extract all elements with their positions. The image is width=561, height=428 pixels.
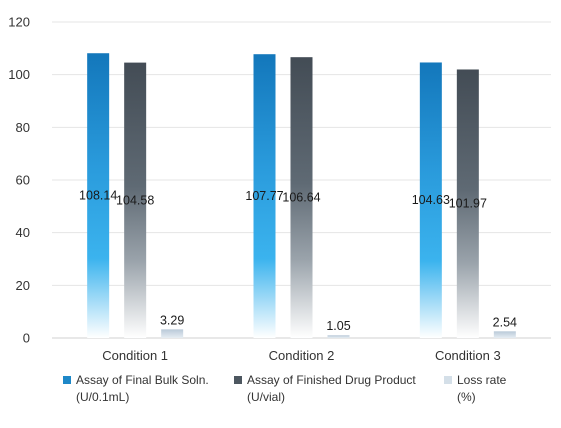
legend-swatch-series-1 (63, 376, 71, 384)
y-tick-label-20: 20 (16, 278, 30, 293)
data-label-condition-3-series-2: 101.97 (449, 197, 487, 211)
bars (87, 53, 516, 339)
bar-condition-1-series-3 (161, 329, 184, 338)
data-label-condition-3-series-1: 104.63 (412, 193, 450, 207)
data-label-condition-1-series-2: 104.58 (116, 193, 154, 207)
data-label-condition-1-series-3: 3.29 (160, 313, 184, 327)
legend-item-series-3: Loss rate (%) (444, 373, 507, 404)
legend-label-series-3-line-1: Loss rate (457, 373, 507, 387)
legend-swatch-series-2 (234, 376, 242, 384)
bar-condition-3-series-2 (456, 69, 479, 338)
data-label-condition-2-series-1: 107.77 (245, 189, 283, 203)
y-tick-label-120: 120 (8, 15, 30, 30)
data-label-condition-2-series-3: 1.05 (326, 319, 350, 333)
y-tick-label-80: 80 (16, 120, 30, 135)
legend-label-series-3-line-2: (%) (457, 390, 476, 404)
legend-swatch-series-3 (444, 376, 452, 384)
x-axis-category-labels: Condition 1 Condition 2 Condition 3 (102, 348, 500, 363)
bar-condition-2-series-2 (290, 57, 313, 338)
y-tick-label-100: 100 (8, 67, 30, 82)
legend: Assay of Final Bulk Soln.(U/0.1mL)Assay … (63, 373, 507, 404)
legend-item-series-2: Assay of Finished Drug Product (U/vial) (234, 373, 416, 404)
y-axis-tick-labels: 0 20 40 60 80 100 120 (8, 15, 30, 346)
category-label-condition-1: Condition 1 (102, 348, 168, 363)
y-tick-label-40: 40 (16, 225, 30, 240)
data-label-condition-3-series-3: 2.54 (493, 315, 517, 329)
data-label-condition-2-series-2: 106.64 (282, 191, 320, 205)
bar-condition-2-series-3 (327, 335, 350, 338)
legend-label-series-1-line-1: Assay of Final Bulk Soln. (76, 373, 209, 387)
category-label-condition-2: Condition 2 (269, 348, 335, 363)
bar-condition-1-series-1 (87, 53, 110, 339)
bar-condition-2-series-1 (253, 54, 276, 339)
y-tick-label-60: 60 (16, 173, 30, 188)
data-label-condition-1-series-1: 108.14 (79, 189, 117, 203)
category-label-condition-3: Condition 3 (435, 348, 501, 363)
legend-label-series-2-line-2: (U/vial) (247, 390, 285, 404)
legend-item-series-1: Assay of Final Bulk Soln. (U/0.1mL) (63, 373, 209, 404)
legend-label-series-2-line-1: Assay of Finished Drug Product (247, 373, 416, 387)
y-tick-label-0: 0 (23, 331, 30, 346)
bar-condition-1-series-2 (124, 62, 147, 339)
legend-label-series-1-line-2: (U/0.1mL) (76, 390, 129, 404)
bar-condition-3-series-1 (419, 62, 442, 338)
bar-condition-3-series-3 (493, 331, 516, 338)
